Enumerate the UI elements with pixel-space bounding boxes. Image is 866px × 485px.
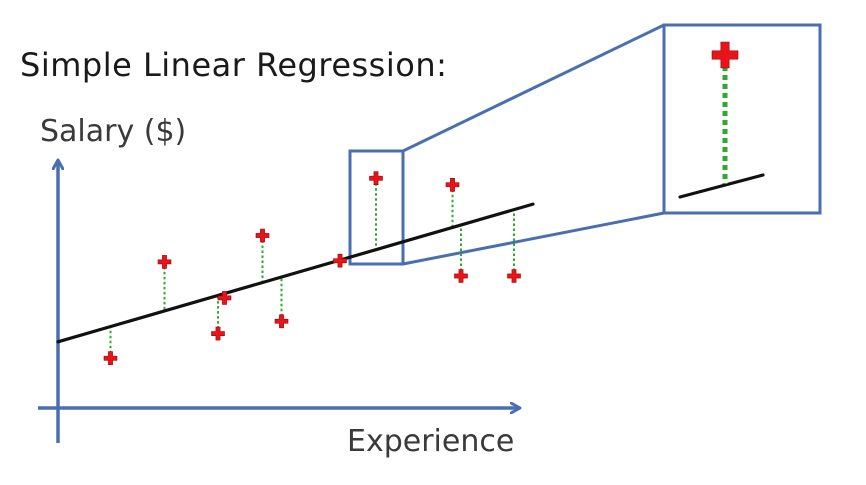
data-point-4 — [217, 291, 232, 305]
zoom-source-box — [348, 149, 405, 266]
data-point-1 — [103, 351, 118, 365]
regression-line-group — [56, 202, 535, 344]
axes — [38, 160, 520, 443]
data-point-6 — [274, 314, 289, 329]
zoom-callout — [348, 23, 822, 266]
regression-line — [56, 202, 535, 344]
data-point-11 — [507, 269, 521, 283]
x-axis-label: Experience — [347, 424, 515, 459]
zoom-target-box — [662, 23, 822, 215]
data-point-5 — [255, 228, 270, 243]
data-point-8 — [369, 171, 383, 185]
data-points — [103, 171, 521, 365]
data-point-3 — [211, 326, 225, 341]
zoom-connector-bottom — [402, 211, 665, 266]
data-point-7 — [333, 253, 347, 268]
zoom-contents — [678, 41, 765, 199]
data-point-10 — [454, 269, 468, 283]
y-axis-label: Salary ($) — [40, 114, 187, 149]
zoomed-regression-line — [678, 173, 765, 199]
data-point-2 — [157, 255, 172, 269]
zoomed-data-point — [711, 41, 739, 69]
diagram-title: Simple Linear Regression: — [20, 46, 448, 84]
zoom-connector-top — [402, 23, 665, 153]
data-point-9 — [445, 178, 460, 192]
